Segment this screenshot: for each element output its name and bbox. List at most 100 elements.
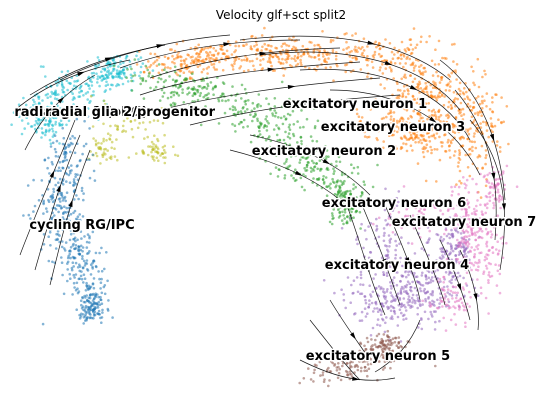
cell-point — [380, 348, 384, 351]
cell-point — [252, 64, 255, 68]
cell-point — [424, 102, 428, 106]
streamline — [49, 149, 91, 286]
cell-point — [480, 251, 483, 254]
cell-point — [420, 129, 424, 132]
cell-point — [432, 127, 436, 131]
cell-point — [404, 95, 408, 99]
cell-point — [280, 80, 284, 84]
cell-point — [400, 40, 404, 44]
cell-point — [397, 97, 401, 100]
cell-point — [424, 70, 427, 73]
cell-point — [142, 70, 146, 74]
cell-point — [54, 116, 58, 120]
cell-point — [33, 204, 37, 208]
cell-point — [370, 60, 374, 64]
cell-point — [427, 276, 431, 280]
cell-point — [357, 115, 361, 118]
cell-point — [351, 34, 354, 37]
cell-point — [100, 291, 104, 295]
cell-point — [448, 156, 452, 159]
cell-point — [366, 63, 369, 67]
cell-point — [452, 60, 455, 63]
cell-point — [482, 120, 485, 124]
cell-point — [310, 159, 314, 163]
cell-point — [366, 124, 370, 127]
cell-point — [117, 83, 121, 87]
cell-point — [498, 194, 502, 197]
cell-point — [137, 58, 140, 61]
cell-point — [61, 126, 64, 130]
cell-point — [366, 204, 370, 207]
cell-point — [359, 276, 363, 280]
cell-point — [422, 145, 426, 149]
cell-point — [395, 125, 399, 128]
cell-point — [373, 53, 376, 56]
cell-point — [487, 181, 491, 185]
streamline-arrowhead — [267, 67, 276, 72]
cell-point — [26, 184, 30, 187]
cell-point — [383, 291, 386, 295]
cell-point — [474, 213, 478, 216]
cell-point — [358, 319, 362, 323]
cell-point — [486, 173, 489, 177]
cell-point — [484, 194, 488, 198]
cell-point — [447, 268, 451, 271]
cell-point — [57, 166, 61, 170]
cell-point — [490, 233, 494, 236]
cell-point — [362, 37, 366, 40]
cell-point — [409, 63, 413, 67]
cell-point — [293, 54, 297, 58]
cell-point — [49, 117, 52, 121]
cell-point — [340, 152, 344, 156]
cell-point — [482, 175, 486, 179]
cell-point — [122, 129, 125, 132]
cell-point — [424, 297, 427, 301]
cell-point — [172, 101, 175, 105]
cell-point — [362, 49, 366, 52]
cell-point — [430, 313, 433, 316]
cell-point — [403, 73, 407, 77]
cell-point — [464, 325, 467, 329]
cell-point — [192, 86, 196, 89]
cell-point — [490, 182, 494, 185]
cell-point — [417, 136, 420, 140]
cell-point — [456, 217, 460, 220]
cell-point — [388, 134, 391, 137]
cell-point — [374, 200, 378, 203]
cell-point — [173, 62, 176, 65]
cell-point — [405, 207, 408, 211]
cell-point — [392, 129, 396, 133]
cell-point — [458, 179, 461, 183]
streamline — [329, 89, 481, 176]
cell-point — [418, 106, 422, 109]
cell-point — [398, 260, 402, 264]
cell-point — [418, 65, 421, 69]
cell-point — [154, 85, 158, 89]
cell-point — [478, 261, 481, 264]
cell-point — [372, 310, 375, 313]
cell-point — [64, 145, 68, 149]
cell-point — [388, 355, 392, 358]
cell-point — [414, 260, 418, 264]
cell-point — [53, 214, 56, 217]
cell-point — [430, 151, 433, 155]
cell-point — [142, 116, 146, 120]
cell-point — [411, 138, 415, 141]
cell-point — [488, 195, 492, 199]
cell-point — [72, 273, 75, 277]
cell-point — [51, 141, 55, 145]
cell-point — [404, 214, 408, 218]
cell-point — [197, 43, 200, 47]
cell-point — [243, 87, 247, 91]
cell-point — [101, 311, 104, 314]
cell-point — [69, 150, 72, 154]
cell-point — [56, 79, 60, 82]
cell-point — [311, 139, 314, 143]
cell-point — [112, 64, 116, 68]
cell-point — [86, 316, 89, 319]
cell-point — [420, 211, 423, 215]
cell-point — [59, 221, 62, 225]
cell-point — [307, 367, 310, 370]
cell-point — [191, 88, 195, 91]
cell-point — [126, 80, 130, 83]
